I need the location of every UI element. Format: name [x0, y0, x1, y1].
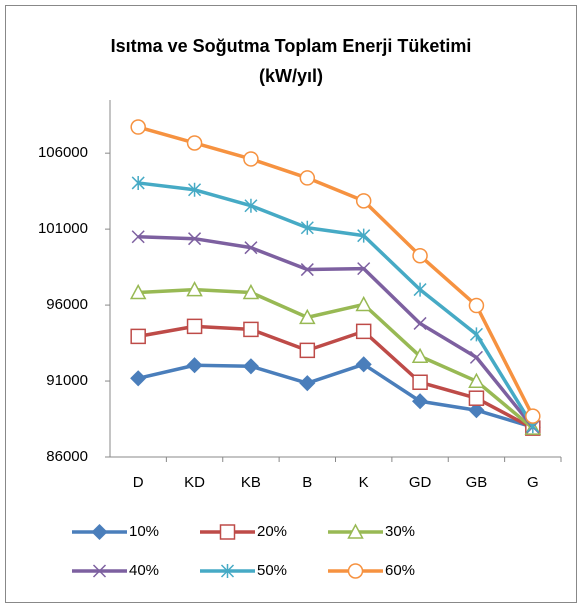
- marker: [468, 372, 485, 388]
- marker: [525, 408, 541, 424]
- series-line: [137, 362, 534, 429]
- x-tick-label: KD: [184, 474, 205, 491]
- marker: [188, 232, 202, 246]
- x-tick-label: GB: [466, 474, 488, 491]
- legend-label: 10%: [129, 523, 159, 540]
- marker: [130, 370, 147, 387]
- marker: [92, 564, 107, 578]
- marker: [413, 282, 427, 297]
- marker: [411, 347, 429, 364]
- legend-label: 40%: [129, 562, 159, 579]
- marker: [355, 193, 372, 209]
- marker: [244, 198, 258, 213]
- x-tick-label: D: [133, 474, 144, 491]
- marker: [355, 295, 372, 312]
- marker: [357, 262, 371, 276]
- marker: [299, 170, 316, 186]
- y-tick-label: 96000: [46, 296, 88, 313]
- marker: [347, 563, 364, 579]
- marker: [220, 564, 235, 578]
- marker: [186, 357, 203, 374]
- marker: [468, 297, 485, 314]
- marker: [299, 342, 316, 359]
- marker: [130, 119, 146, 135]
- series-line: [137, 181, 535, 428]
- marker: [468, 402, 485, 419]
- marker: [413, 316, 427, 330]
- series-line: [137, 125, 535, 417]
- marker: [412, 374, 428, 391]
- marker: [130, 328, 146, 345]
- x-tick-label: KB: [241, 474, 261, 491]
- marker: [242, 283, 260, 300]
- marker: [300, 220, 314, 235]
- marker: [468, 390, 485, 406]
- marker: [131, 230, 145, 244]
- marker: [186, 281, 203, 297]
- chart-border: [5, 5, 577, 603]
- marker: [242, 358, 259, 375]
- marker: [300, 263, 314, 277]
- marker: [244, 241, 258, 255]
- marker: [469, 350, 483, 364]
- marker: [355, 356, 372, 373]
- marker: [347, 523, 364, 539]
- marker: [412, 247, 428, 264]
- marker: [355, 323, 372, 340]
- series-line: [137, 324, 534, 430]
- marker: [219, 524, 236, 540]
- marker: [186, 135, 203, 151]
- legend-label: 50%: [257, 562, 287, 579]
- series-line: [138, 287, 534, 430]
- marker: [299, 308, 316, 325]
- series-line: [138, 234, 535, 429]
- marker: [186, 318, 203, 335]
- chart-subtitle: (kW/yıl): [259, 66, 323, 86]
- chart-title: Isıtma ve Soğutma Toplam Enerji Tüketimi: [111, 36, 472, 56]
- x-tick-label: GD: [409, 474, 432, 491]
- marker: [243, 151, 259, 167]
- marker: [243, 321, 259, 338]
- marker: [412, 393, 429, 410]
- marker: [357, 228, 371, 243]
- x-tick-label: G: [527, 474, 539, 491]
- legend-label: 60%: [385, 562, 415, 579]
- marker: [131, 175, 145, 190]
- marker: [129, 283, 147, 300]
- x-tick-label: B: [302, 474, 312, 491]
- y-tick-label: 91000: [46, 372, 88, 389]
- y-tick-label: 106000: [38, 144, 88, 161]
- legend-label: 30%: [385, 523, 415, 540]
- y-tick-label: 86000: [46, 448, 88, 465]
- marker: [188, 182, 202, 197]
- legend-label: 20%: [257, 523, 287, 540]
- marker: [299, 375, 316, 392]
- x-tick-label: K: [359, 474, 369, 491]
- marker: [469, 327, 483, 342]
- y-tick-label: 101000: [38, 220, 88, 237]
- marker: [91, 523, 108, 541]
